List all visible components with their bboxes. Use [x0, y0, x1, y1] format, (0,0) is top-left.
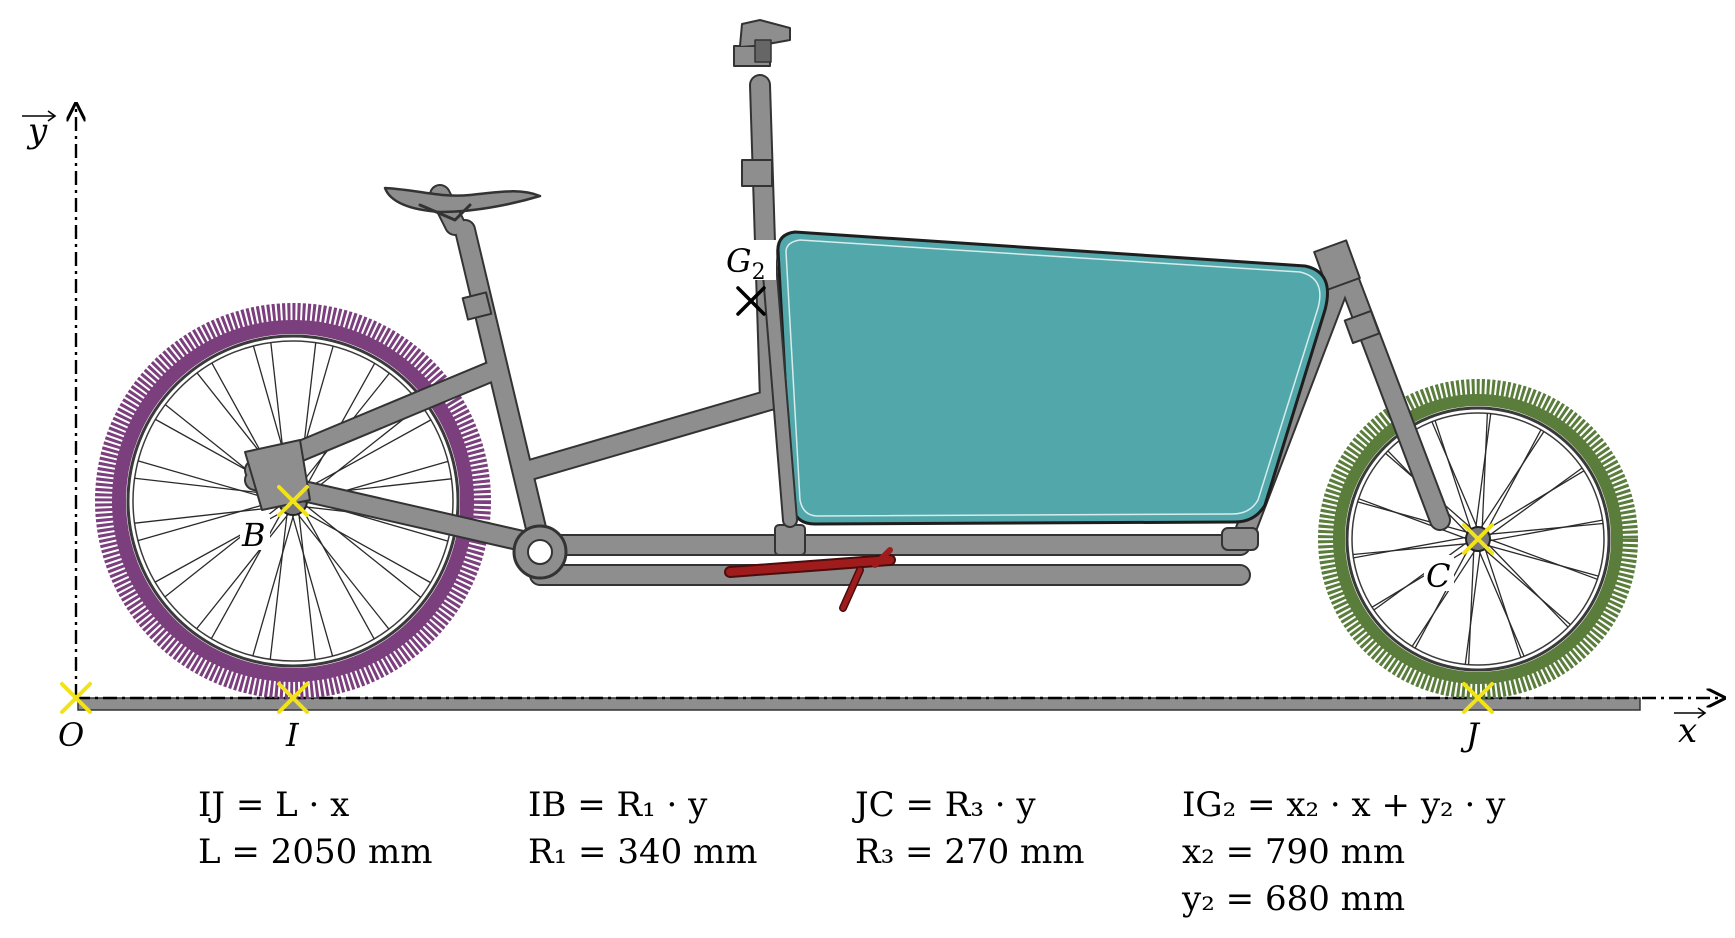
svg-text:y: y [26, 111, 48, 151]
point-markers [60, 485, 1494, 714]
marker-c [1462, 523, 1494, 555]
formula-jc-vector: JC = R₃ · y [855, 785, 1036, 825]
formula-panel: IJ = L · x L = 2050 mm IB = R₁ · y R₁ = … [0, 782, 1735, 938]
label-c: C [1426, 557, 1450, 595]
label-j: J [1460, 716, 1481, 754]
label-i: I [285, 716, 300, 754]
label-g2: G2 [726, 242, 766, 285]
marker-o [60, 682, 92, 714]
marker-j [1462, 682, 1494, 714]
label-b: B [241, 516, 266, 554]
formula-x2-value: x₂ = 790 mm [1182, 832, 1406, 872]
formula-r1-value: R₁ = 340 mm [528, 832, 758, 872]
ground-bar [77, 697, 1641, 711]
formula-ig2-vector: IG₂ = x₂ · x + y₂ · y [1182, 785, 1506, 825]
front-wheel [1318, 379, 1638, 699]
marker-i [277, 682, 309, 714]
marker-b [277, 485, 309, 517]
formula-r3-value: R₃ = 270 mm [855, 832, 1085, 872]
cargo-box-rim [785, 239, 1321, 517]
marker-g2 [736, 286, 766, 316]
bike-frame [244, 19, 1451, 586]
label-o: O [58, 716, 84, 754]
formula-ib-vector: IB = R₁ · y [528, 785, 708, 825]
formula-l-value: L = 2050 mm [198, 832, 433, 872]
svg-text:x: x [1678, 711, 1697, 751]
kickstand [724, 547, 896, 612]
formula-ig2: IG₂ = x₂ · x + y₂ · y x₂ = 790 mm y₂ = 6… [1182, 782, 1505, 923]
label-g2-subscript: 2 [752, 260, 766, 285]
formula-ib: IB = R₁ · y R₁ = 340 mm [528, 782, 758, 876]
axis-label-x: x [1674, 707, 1707, 751]
cargo-box [776, 230, 1329, 526]
formula-y2-value: y₂ = 680 mm [1182, 879, 1406, 919]
formula-ij: IJ = L · x L = 2050 mm [198, 782, 433, 876]
formula-jc: JC = R₃ · y R₃ = 270 mm [855, 782, 1085, 876]
axis-label-y: y [22, 110, 57, 151]
formula-ij-vector: IJ = L · x [198, 785, 350, 825]
